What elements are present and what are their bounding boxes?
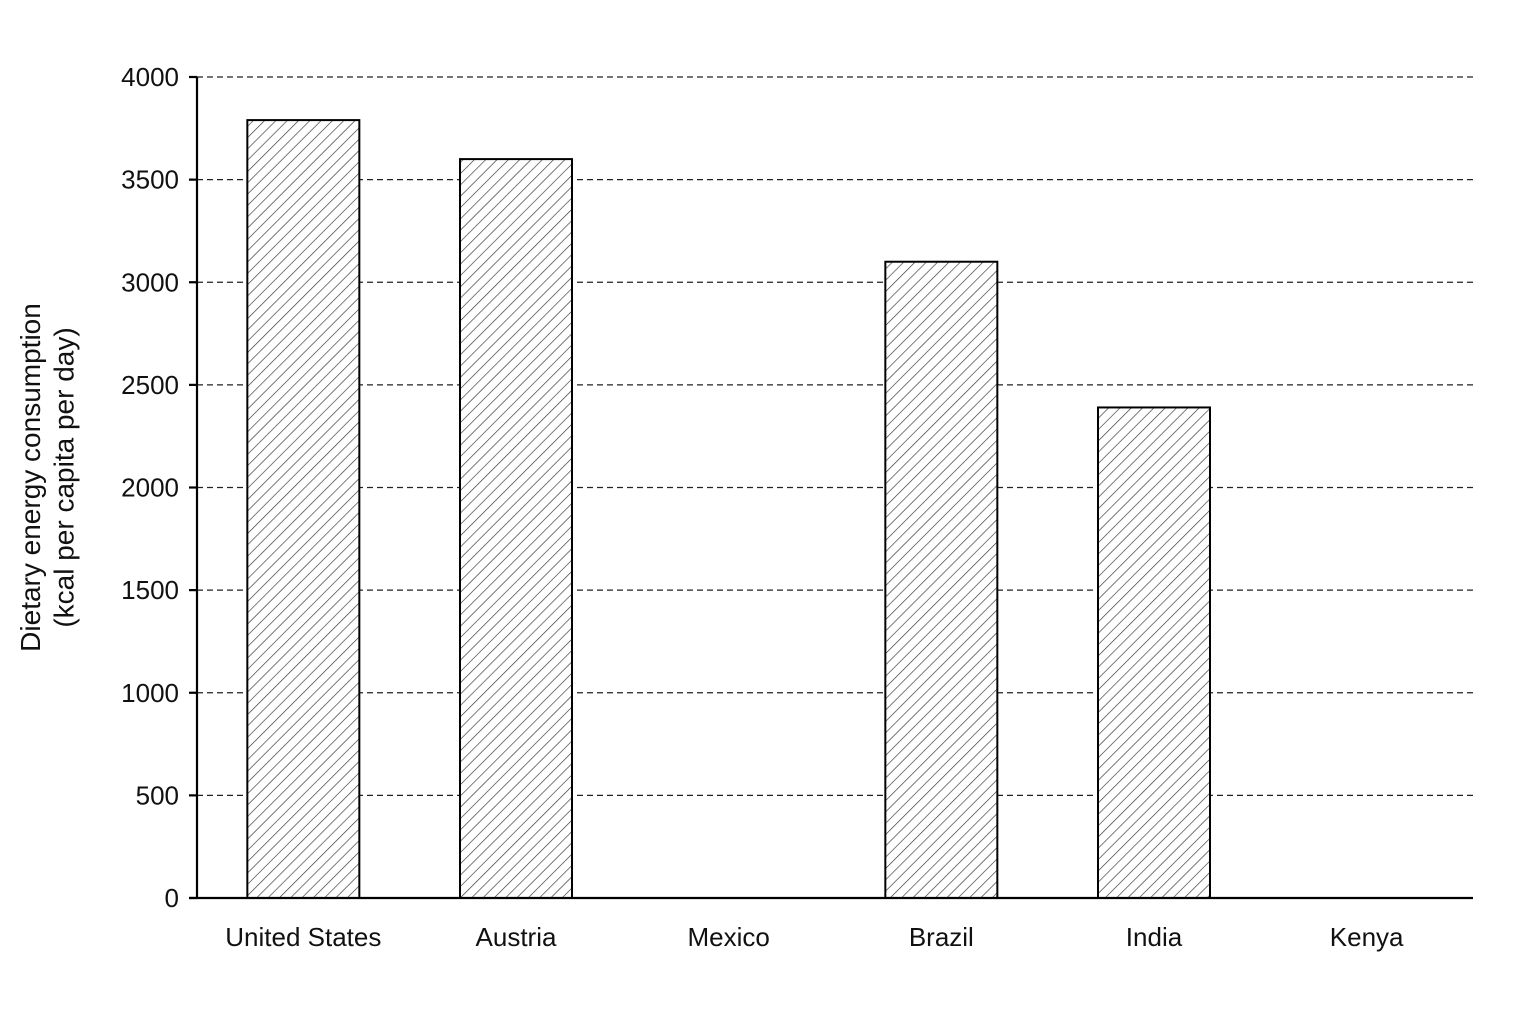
y-tick-label: 4000 [121,62,179,92]
x-category-labels: United States Austria Mexico Brazil India Ken… [225,922,1404,952]
axes [189,75,1473,900]
x-category-label: United States [225,922,381,952]
y-axis-title: Dietary energy consumption(kcal per capi… [15,303,80,652]
x-category-label: Brazil [909,922,974,952]
bar-brazil [884,260,999,900]
y-tick-label: 3000 [121,267,179,297]
bar-united-states [246,119,361,900]
y-axis-title-line: (kcal per capita per day) [49,327,80,627]
y-tick-label: 0 [165,883,179,913]
x-category-label: Kenya [1330,922,1404,952]
y-tick-labels: 0 500 1000 1500 2000 2500 3000 3500 4000 [121,62,179,913]
y-tick-label: 2500 [121,370,179,400]
gridlines [197,76,1473,796]
x-category-label: Mexico [687,922,769,952]
y-tick-label: 3500 [121,165,179,195]
bar-austria [459,158,573,900]
y-tick-label: 1000 [121,678,179,708]
y-tick-label: 500 [136,780,179,810]
bars [246,119,1211,900]
x-category-label: India [1126,922,1183,952]
y-tick-label: 2000 [121,473,179,503]
y-axis-title-line: Dietary energy consumption [15,303,46,652]
x-category-label: Austria [476,922,557,952]
bar-india [1097,406,1211,899]
y-tick-label: 1500 [121,575,179,605]
